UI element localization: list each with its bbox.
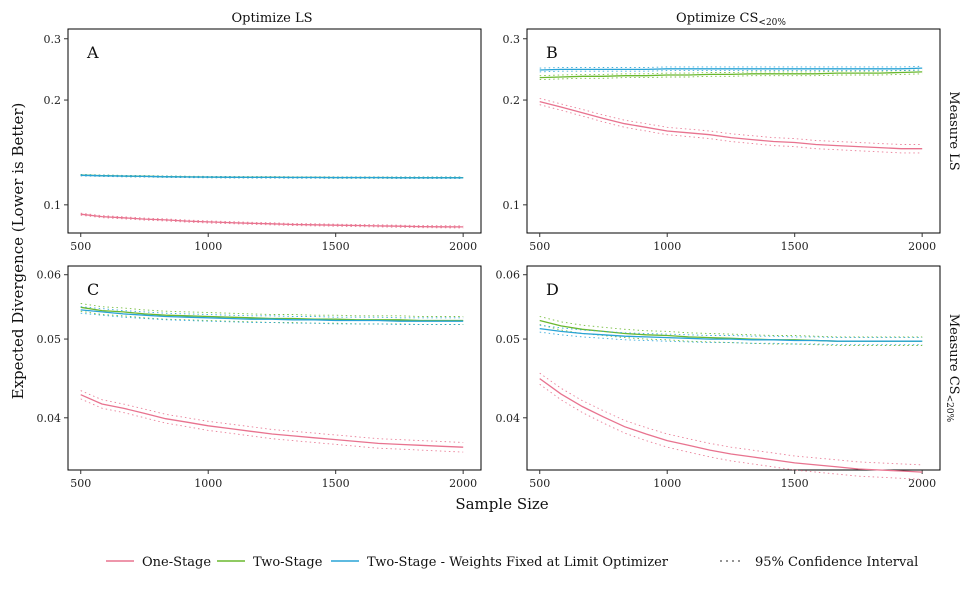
x-tick-label: 1000 (653, 477, 681, 490)
ci-upper-two-stage (539, 69, 923, 77)
legend: One-Stage Two-Stage Two-Stage - Weights … (106, 555, 918, 570)
series-line-one-stage (80, 394, 464, 448)
ci-lower-one-stage (80, 214, 464, 229)
x-tick-label: 1000 (194, 477, 222, 490)
ci-upper-two-stage-fixed (539, 65, 923, 69)
panel-frame (526, 265, 941, 471)
x-tick-label: 1500 (322, 240, 350, 253)
series-line-one-stage (80, 213, 464, 228)
col-strip-optimize-ls: Optimize LS (231, 11, 312, 26)
y-tick-label: 0.3 (503, 33, 521, 46)
y-tick-label: 0.1 (44, 199, 62, 212)
ci-lower-two-stage (80, 310, 464, 325)
ci-upper-two-stage (539, 316, 923, 338)
y-tick-label: 0.06 (496, 269, 521, 282)
series-line-two-stage-fixed (539, 67, 923, 71)
row-strip-measure-cs: Measure CS<20% (944, 314, 961, 423)
panel-letter: A (86, 43, 99, 62)
col-strip-optimize-cs: Optimize CS<20% (676, 11, 786, 28)
x-tick-label: 1500 (781, 477, 809, 490)
legend-label-ci: 95% Confidence Interval (755, 555, 918, 570)
ci-upper-two-stage (80, 303, 464, 317)
ci-lower-two-stage-fixed (80, 312, 464, 325)
x-tick-label: 2000 (449, 477, 477, 490)
panel-d: 0.04 0.05 0.06 500 1000 1500 2000 D (496, 265, 941, 490)
y-tick-label: 0.04 (37, 412, 62, 425)
x-tick-label: 500 (70, 477, 91, 490)
series-line-two-stage (539, 71, 923, 79)
panel-letter: B (546, 43, 558, 62)
ci-upper-one-stage (80, 212, 464, 227)
y-axis-title: Expected Divergence (Lower is Better) (9, 103, 27, 400)
panel-c: 0.04 0.05 0.06 500 1000 1500 2000 C (37, 265, 482, 490)
panel-letter: D (546, 280, 559, 299)
panel-a: 0.1 0.2 0.3 500 1000 1500 2000 A (44, 28, 482, 253)
x-tick-label: 1000 (194, 240, 222, 253)
x-tick-label: 2000 (449, 240, 477, 253)
x-tick-label: 1500 (781, 240, 809, 253)
y-tick-label: 0.3 (44, 33, 62, 46)
y-tick-label: 0.2 (44, 94, 62, 107)
series-line-two-stage (80, 306, 464, 322)
y-tick-label: 0.1 (503, 199, 521, 212)
series-line-two-stage-fixed (80, 309, 464, 322)
panel-frame (67, 28, 482, 234)
series-line-two-stage-fixed (80, 174, 464, 179)
row-strip-measure-ls: Measure LS (946, 91, 961, 170)
legend-label-two-stage: Two-Stage (253, 555, 323, 570)
x-tick-label: 500 (70, 240, 91, 253)
y-tick-label: 0.06 (37, 269, 62, 282)
x-tick-label: 2000 (908, 240, 936, 253)
x-tick-label: 2000 (908, 477, 936, 490)
panel-frame (67, 265, 482, 471)
x-tick-label: 1500 (322, 477, 350, 490)
ci-lower-two-stage (539, 73, 923, 81)
x-tick-label: 1000 (653, 240, 681, 253)
y-tick-label: 0.05 (37, 333, 62, 346)
ci-upper-one-stage (539, 98, 923, 145)
x-axis-title: Sample Size (455, 495, 548, 513)
ci-lower-two-stage-fixed (539, 331, 923, 346)
series-line-one-stage (539, 100, 923, 150)
panel-frame (526, 28, 941, 234)
legend-label-one-stage: One-Stage (142, 555, 211, 570)
panel-b: 0.1 0.2 0.3 500 1000 1500 2000 B (503, 28, 941, 253)
ci-upper-one-stage (539, 372, 923, 466)
x-tick-label: 500 (529, 477, 550, 490)
y-tick-label: 0.05 (496, 333, 521, 346)
x-tick-label: 500 (529, 240, 550, 253)
series-line-one-stage (539, 378, 923, 473)
ci-upper-two-stage-fixed (539, 324, 923, 339)
ci-lower-two-stage-fixed (539, 69, 923, 73)
ci-lower-two-stage (539, 324, 923, 346)
y-tick-label: 0.2 (503, 94, 521, 107)
y-tick-label: 0.04 (496, 412, 521, 425)
legend-label-two-stage-fixed: Two-Stage - Weights Fixed at Limit Optim… (367, 555, 669, 570)
series-line-two-stage-fixed (539, 327, 923, 342)
ci-lower-one-stage (539, 383, 923, 480)
ci-upper-two-stage-fixed (80, 306, 464, 319)
panel-letter: C (87, 280, 99, 299)
